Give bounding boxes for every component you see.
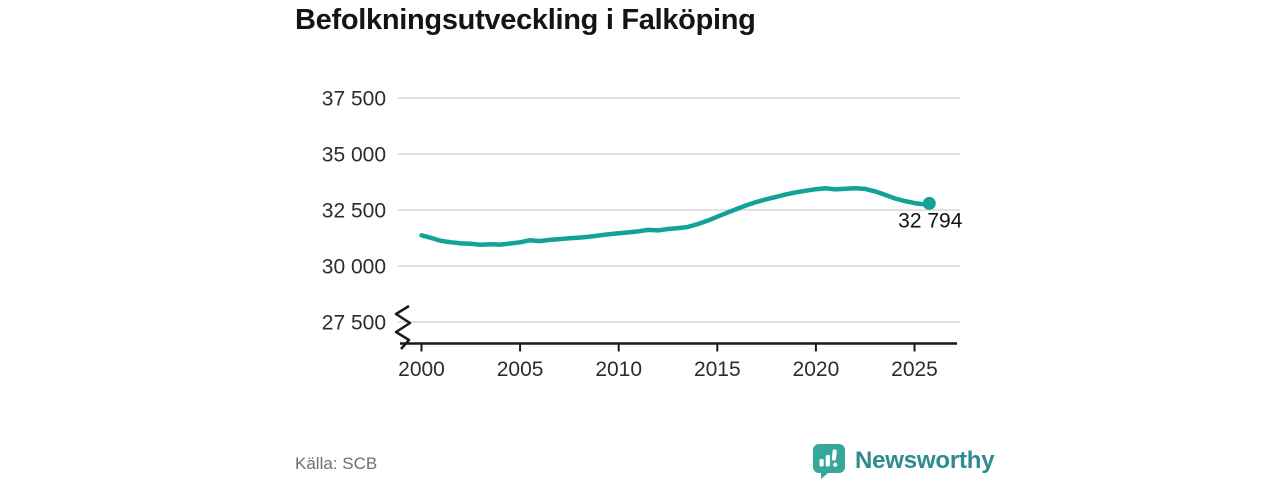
- newsworthy-logo: Newsworthy: [811, 443, 995, 479]
- bar-chart-glyph: [819, 449, 838, 467]
- newsworthy-wordmark: Newsworthy: [855, 447, 995, 474]
- newsworthy-icon: [813, 444, 845, 479]
- x-tick-label: 2000: [398, 358, 445, 381]
- source-label: Källa: SCB: [295, 454, 378, 473]
- x-tick-label: 2020: [793, 358, 840, 381]
- x-tick-label: 2005: [497, 358, 544, 381]
- y-tick-label: 27 500: [322, 312, 386, 335]
- x-tick-label: 2015: [694, 358, 741, 381]
- latest-point-marker: [922, 196, 936, 210]
- latest-value-label: 32 794: [898, 209, 963, 232]
- x-tick-label: 2010: [595, 358, 642, 381]
- y-tick-label: 35 000: [322, 144, 386, 167]
- chart-title: Befolkningsutveckling i Falköping: [295, 4, 756, 36]
- axis-break-icon: [394, 304, 412, 350]
- y-tick-label: 32 500: [322, 200, 386, 223]
- y-tick-label: 37 500: [322, 88, 386, 111]
- population-line: [419, 186, 932, 247]
- x-tick-label: 2025: [891, 358, 938, 381]
- y-tick-label: 30 000: [322, 256, 386, 279]
